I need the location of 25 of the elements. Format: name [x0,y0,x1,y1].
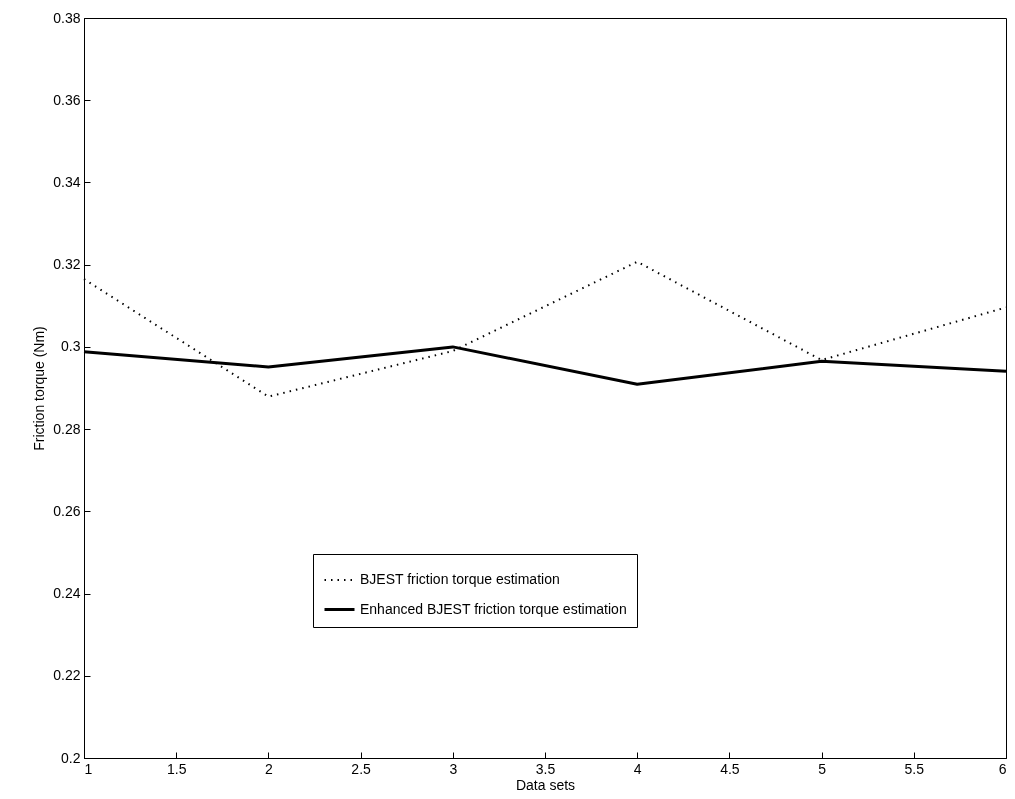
legend-label: Enhanced BJEST friction torque estimation [360,600,627,617]
y-tick-label: 0.38 [53,9,81,26]
y-tick-label: 0.26 [53,502,81,519]
y-tick-label: 0.2 [61,749,81,766]
x-tick-label: 2.5 [351,760,372,777]
y-tick-label: 0.22 [53,667,81,684]
y-tick-label: 0.36 [53,91,81,108]
y-tick-label: 0.3 [61,338,81,355]
x-tick-label: 1 [84,760,93,777]
x-tick-label: 5.5 [904,760,925,777]
y-tick-label: 0.24 [53,585,81,602]
y-tick-label: 0.28 [53,420,81,437]
y-tick-label: 0.32 [53,256,81,273]
x-tick-label: 6 [998,760,1007,777]
x-tick-label: 3 [449,760,458,777]
x-tick-label: 2 [265,760,273,777]
x-tick-label: 1.5 [166,760,187,777]
x-tick-label: 5 [818,760,827,777]
x-tick-label: 3.5 [535,760,556,777]
legend-label: BJEST friction torque estimation [360,571,560,587]
x-axis-title: Data sets [515,776,576,793]
x-tick-label: 4 [633,760,642,777]
y-tick-label: 0.34 [53,173,81,190]
y-axis-title: Friction torque (Nm) [31,326,48,451]
x-tick-label: 4.5 [720,760,740,777]
